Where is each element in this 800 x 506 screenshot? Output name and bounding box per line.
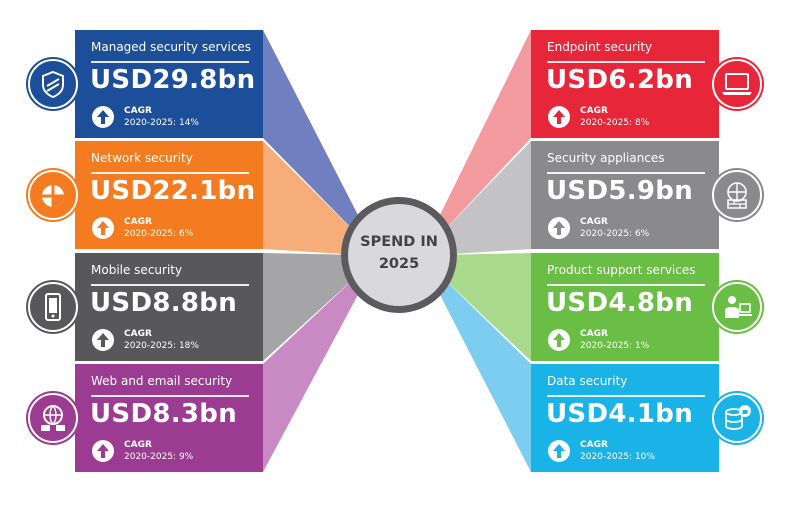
up-arrow-icon — [92, 440, 114, 462]
band-mobile-security — [263, 253, 360, 361]
cagr-value: 2020-2025: 18% — [124, 341, 199, 351]
network-shield-icon — [28, 170, 78, 220]
divider — [547, 395, 705, 397]
band-endpoint-security — [438, 30, 531, 237]
center-ring — [341, 197, 457, 313]
cagr-label: CAGR — [124, 217, 152, 227]
band-product-support-services — [438, 253, 531, 361]
divider — [547, 172, 705, 174]
up-arrow-icon — [548, 217, 570, 239]
cagr-label: CAGR — [580, 329, 608, 339]
spend-value: USD5.9bn — [546, 176, 693, 206]
panel-endpoint-security: Endpoint security USD6.2bn CAGR 2020-2025: … — [531, 30, 719, 138]
center-label-line2: 2025 — [378, 256, 420, 272]
up-arrow-icon — [548, 106, 570, 128]
shield-icon — [28, 59, 78, 109]
up-arrow-icon — [92, 217, 114, 239]
spend-value: USD22.1bn — [90, 176, 256, 206]
cagr-label: CAGR — [124, 329, 152, 339]
cagr-value: 2020-2025: 10% — [580, 452, 655, 462]
laptop-icon — [712, 59, 762, 109]
panel-network-security: Network security USD22.1bn CAGR 2020-2025: … — [75, 141, 263, 249]
panel-mobile-security: Mobile security USD8.8bn CAGR 2020-2025: 18… — [75, 253, 263, 361]
up-arrow-icon — [548, 440, 570, 462]
band-data-security — [438, 273, 531, 472]
cagr-value: 2020-2025: 9% — [124, 452, 194, 462]
panel-product-support-services: Product support services USD4.8bn CAGR 2020… — [531, 253, 719, 361]
divider — [547, 61, 705, 63]
divider — [91, 172, 249, 174]
segment-title: Mobile security — [91, 263, 183, 277]
cagr-label: CAGR — [580, 106, 608, 116]
center-label-line1: SPEND IN — [360, 234, 438, 250]
spend-value: USD8.8bn — [90, 288, 237, 318]
cagr-label: CAGR — [580, 217, 608, 227]
cagr-label: CAGR — [124, 106, 152, 116]
panel-data-security: Data security USD4.1bn CAGR 2020-2025: 10% — [531, 364, 719, 472]
segment-title: Managed security services — [91, 40, 252, 54]
firewall-globe-icon — [712, 170, 762, 220]
cagr-value: 2020-2025: 8% — [580, 118, 650, 128]
segment-title: Endpoint security — [547, 40, 653, 54]
support-person-icon — [712, 282, 762, 332]
divider — [91, 61, 249, 63]
center-hub: SPEND IN 2025 — [341, 197, 457, 313]
panel-managed-security-services: Managed security services USD29.8bn CAGR 20… — [75, 30, 263, 138]
up-arrow-icon — [548, 329, 570, 351]
segment-title: Security appliances — [547, 151, 665, 165]
band-managed-security-services — [263, 30, 360, 237]
cagr-label: CAGR — [124, 440, 152, 450]
up-arrow-icon — [92, 106, 114, 128]
segment-title: Network security — [91, 151, 193, 165]
spend-value: USD4.1bn — [546, 399, 693, 429]
segment-title: Web and email security — [91, 374, 233, 388]
up-arrow-icon — [92, 329, 114, 351]
spend-value: USD4.8bn — [546, 288, 693, 318]
divider — [547, 284, 705, 286]
band-security-appliances — [438, 141, 531, 255]
spend-value: USD29.8bn — [90, 65, 256, 95]
panel-security-appliances: Security appliances USD5.9bn CAGR 2020-2025… — [531, 141, 719, 249]
segment-title: Product support services — [547, 263, 696, 277]
segment-title: Data security — [547, 374, 628, 388]
data-lock-icon — [712, 393, 762, 443]
spend-value: USD8.3bn — [90, 399, 237, 429]
spend-value: USD6.2bn — [546, 65, 693, 95]
panel-web-and-email-security: Web and email security USD8.3bn CAGR 2020-2… — [75, 364, 263, 472]
cagr-value: 2020-2025: 1% — [580, 341, 650, 351]
cagr-value: 2020-2025: 6% — [124, 229, 194, 239]
band-network-security — [263, 141, 360, 255]
divider — [91, 395, 249, 397]
cagr-value: 2020-2025: 6% — [580, 229, 650, 239]
mobile-phone-icon — [28, 282, 78, 332]
band-web-and-email-security — [263, 273, 360, 472]
cagr-label: CAGR — [580, 440, 608, 450]
cagr-value: 2020-2025: 14% — [124, 118, 199, 128]
globe-email-icon — [28, 393, 78, 443]
divider — [91, 284, 249, 286]
